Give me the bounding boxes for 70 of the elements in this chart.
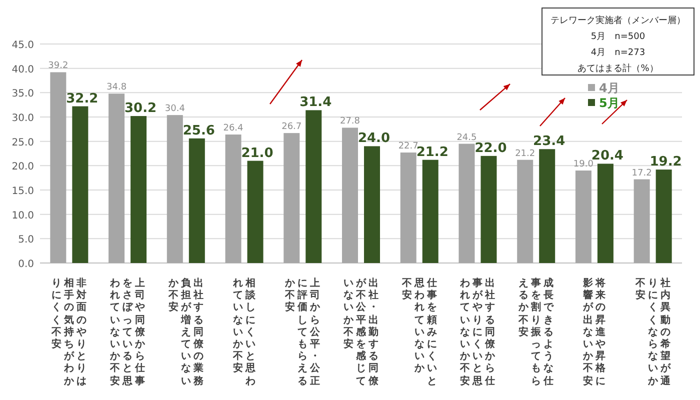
y-tick-label: 40.0 bbox=[12, 64, 34, 76]
data-label: 24.0 bbox=[358, 131, 390, 146]
bar bbox=[247, 160, 264, 263]
y-tick-label: 0.0 bbox=[18, 259, 34, 270]
bar bbox=[108, 94, 125, 263]
category-label: 仕事を頼みにくいと思われていないか不安 bbox=[402, 278, 437, 387]
data-label: 39.2 bbox=[48, 61, 68, 72]
data-label: 25.6 bbox=[182, 123, 215, 138]
bar bbox=[188, 138, 205, 263]
category-label: 上司から公平・公正に評価してもらえるか不安 bbox=[285, 278, 320, 387]
data-label: 21.2 bbox=[416, 144, 448, 160]
annotation: 4月 n=273 bbox=[590, 48, 646, 58]
data-label: 26.7 bbox=[282, 122, 302, 132]
data-label: 24.5 bbox=[456, 132, 477, 143]
bar bbox=[400, 152, 416, 263]
data-label: 19.2 bbox=[650, 154, 682, 170]
data-label: 32.2 bbox=[66, 91, 98, 106]
category-label: 出社する同僚から仕事がやりにくいと思われていないか不安 bbox=[460, 278, 496, 387]
category-label: 相談しにくいと思われていないか不安 bbox=[233, 278, 256, 387]
bar bbox=[364, 146, 380, 263]
data-label: 31.4 bbox=[300, 95, 332, 110]
y-tick-label: 35.0 bbox=[12, 88, 34, 100]
data-label: 17.2 bbox=[632, 168, 652, 178]
bar bbox=[422, 160, 438, 263]
data-label: 19.0 bbox=[573, 160, 594, 170]
y-tick-label: 30.0 bbox=[12, 113, 34, 124]
bar bbox=[480, 156, 497, 263]
y-tick-label: 20.0 bbox=[12, 162, 34, 173]
data-label: 23.4 bbox=[533, 134, 566, 150]
annotation: あてはまる計（%） bbox=[578, 63, 658, 74]
bar bbox=[575, 170, 592, 263]
text: 5月 n=500 bbox=[590, 32, 646, 42]
category-label: 将来の昇進や昇格に影響が出ないか不安 bbox=[583, 278, 606, 387]
bar bbox=[166, 115, 183, 263]
data-label: 21.0 bbox=[241, 146, 274, 161]
bar bbox=[656, 170, 672, 263]
category-label: 出社・出勤する同僚が不公平感を感じていないか不安 bbox=[344, 278, 378, 387]
category-label: 成長できるような仕事を割り振ってもらえるか不安 bbox=[518, 278, 554, 387]
y-tick-label: 10.0 bbox=[12, 210, 34, 222]
bar bbox=[130, 116, 147, 263]
bar bbox=[306, 110, 322, 263]
data-label: 27.8 bbox=[340, 116, 360, 127]
data-label: 30.2 bbox=[124, 101, 157, 116]
bar bbox=[342, 128, 358, 263]
category-label: 上司や同僚から仕事をさぼっていると思われていないか不安 bbox=[110, 278, 146, 387]
text: テレワーク実施者（メンバー層） bbox=[550, 15, 686, 26]
y-tick-label: 15.0 bbox=[12, 186, 34, 197]
bar bbox=[597, 164, 614, 263]
bar bbox=[517, 160, 534, 263]
data-label: 22.7 bbox=[398, 142, 418, 152]
category-label: 非対面のやりとりは相手の気持ちがわかりにくく不安 bbox=[52, 278, 87, 387]
bar bbox=[634, 179, 650, 263]
bar bbox=[72, 106, 88, 263]
y-tick-label: 45.0 bbox=[12, 40, 34, 51]
data-label: 34.8 bbox=[106, 82, 127, 93]
bar bbox=[50, 72, 66, 263]
category-label: 社内異動の希望が通りにくくならないか不安 bbox=[635, 278, 670, 387]
data-label: 21.2 bbox=[515, 148, 536, 159]
bar bbox=[539, 149, 556, 263]
category-label: 出社する同僚の業務負担が増えていないか不安 bbox=[168, 278, 204, 387]
bar bbox=[225, 134, 242, 263]
y-tick-label: 5.0 bbox=[18, 234, 34, 246]
y-tick-label: 25.0 bbox=[12, 137, 34, 148]
bar bbox=[284, 133, 300, 263]
bar bbox=[458, 144, 475, 263]
data-label: 22.0 bbox=[474, 140, 507, 156]
legend-label: 4月 bbox=[599, 81, 620, 95]
data-label: 26.4 bbox=[223, 124, 244, 134]
data-label: 30.4 bbox=[164, 104, 186, 114]
legend-label: 5月 bbox=[599, 96, 620, 110]
